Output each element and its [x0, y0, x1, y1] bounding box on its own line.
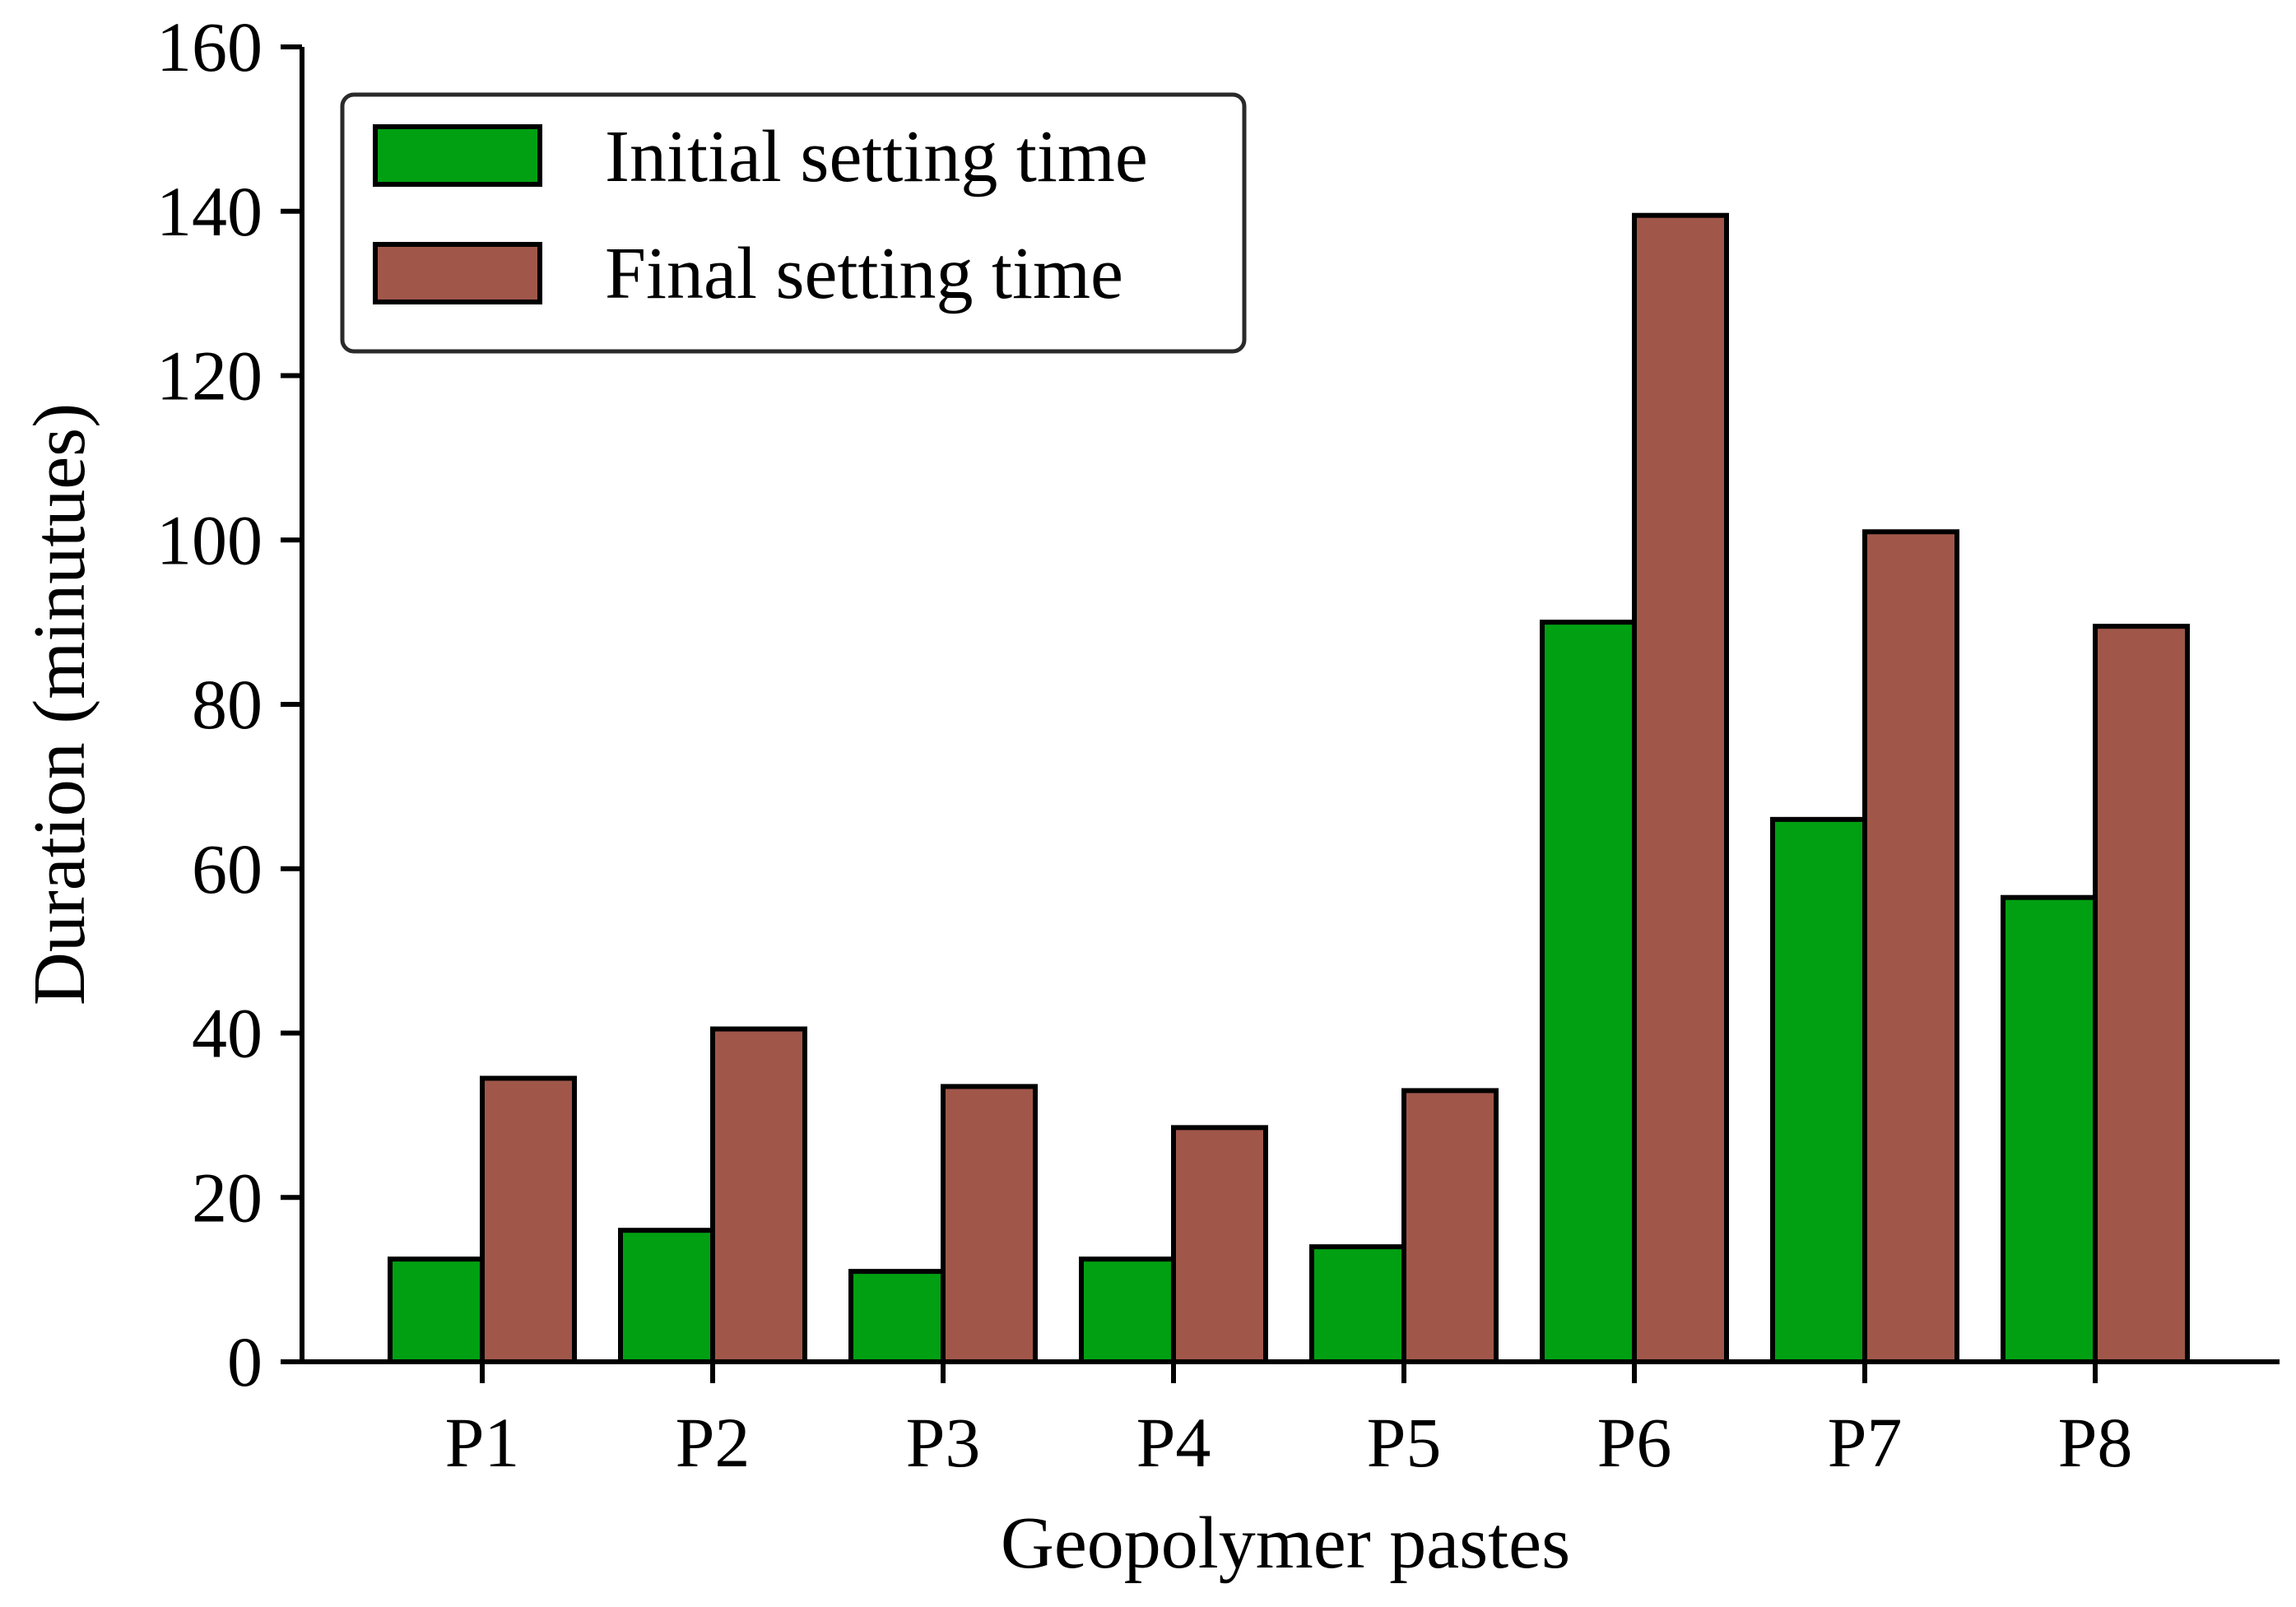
bar-final-p6: [1632, 212, 1729, 1364]
x-tick-label: P3: [906, 1403, 981, 1482]
y-tick-label: 80: [192, 665, 263, 744]
legend-label-initial: Initial setting time: [605, 116, 1148, 197]
x-tick-label: P2: [676, 1403, 751, 1482]
legend-swatch-final: [373, 242, 542, 304]
y-tick-label: 20: [192, 1158, 263, 1237]
bar-initial-p7: [1770, 816, 1867, 1364]
x-axis-ticks: P1 P2 P3 P4 P5 P6 P7 P8: [445, 1362, 2133, 1482]
bar-final-p4: [1171, 1125, 1268, 1364]
legend-label-final: Final setting time: [605, 233, 1123, 314]
legend: Initial setting time Final setting time: [340, 92, 1247, 354]
bar-initial-p8: [2001, 894, 2098, 1365]
bar-initial-p6: [1540, 620, 1637, 1364]
y-tick-label: 60: [192, 829, 263, 908]
x-tick-label: P4: [1136, 1403, 1211, 1482]
x-tick-label: P6: [1597, 1403, 1672, 1482]
bar-final-p2: [710, 1026, 807, 1364]
bar-final-p8: [2093, 624, 2190, 1364]
y-tick-label: 100: [156, 500, 263, 579]
y-tick-label: 0: [227, 1322, 263, 1401]
legend-frame: [340, 92, 1247, 354]
x-tick-label: P8: [2058, 1403, 2133, 1482]
bar-final-p7: [1862, 529, 1959, 1364]
y-tick-label: 160: [156, 7, 263, 86]
bar-initial-p4: [1079, 1256, 1176, 1364]
bar-final-p5: [1401, 1088, 1499, 1364]
bar-final-p3: [941, 1084, 1038, 1364]
bar-initial-p2: [618, 1228, 715, 1364]
bar-initial-p3: [848, 1269, 946, 1364]
legend-swatch-initial: [373, 124, 542, 187]
y-tick-label: 120: [156, 337, 263, 416]
x-tick-label: P5: [1367, 1403, 1442, 1482]
y-axis-title: Duration (minutues): [19, 403, 100, 1006]
bars-layer: [388, 212, 2190, 1365]
bar-final-p1: [480, 1075, 577, 1365]
y-tick-label: 40: [192, 994, 263, 1073]
bar-initial-p1: [388, 1256, 485, 1364]
x-axis-title: Geopolymer pastes: [1001, 1502, 1570, 1584]
x-tick-label: P7: [1828, 1403, 1903, 1482]
y-tick-label: 140: [156, 172, 263, 251]
bar-initial-p5: [1309, 1244, 1406, 1365]
x-tick-label: P1: [445, 1403, 520, 1482]
y-axis-ticks: 0 20 40 60 80 100 120 140 160: [156, 7, 302, 1401]
